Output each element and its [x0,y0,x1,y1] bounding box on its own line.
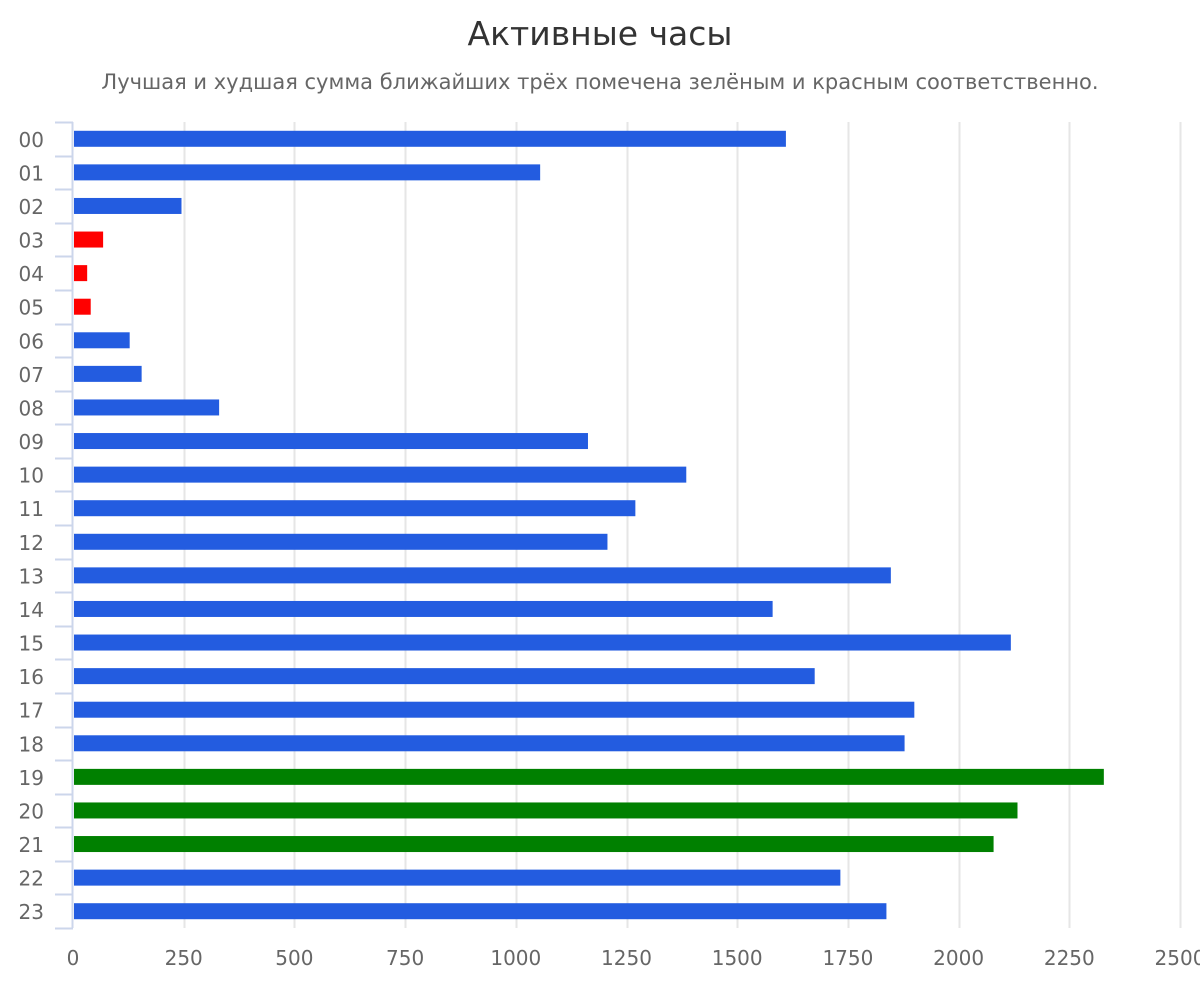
bar-07 [74,365,142,382]
x-tick-label-1250: 1250 [601,946,652,970]
bar-19 [74,768,1104,785]
x-tick-label-500: 500 [275,946,313,970]
bar-09 [74,433,588,450]
bar-00 [74,130,786,147]
y-tick-label-11: 11 [19,497,44,521]
grid-lines [183,122,1182,928]
x-tick-label-1750: 1750 [822,946,873,970]
bar-03 [74,231,104,248]
y-tick-label-13: 13 [19,564,44,588]
bar-11 [74,500,636,517]
x-tick-label-2000: 2000 [933,946,984,970]
chart-title: Активные часы [467,14,733,53]
x-tick-label-2500: 2500 [1155,946,1200,970]
y-tick-label-21: 21 [19,833,44,857]
y-tick-label-09: 09 [19,430,44,454]
y-tick-label-23: 23 [19,900,44,924]
y-tick-label-14: 14 [19,598,44,622]
y-tick-label-10: 10 [19,464,44,488]
bar-15 [74,634,1011,651]
y-tick-label-18: 18 [19,732,44,756]
bar-23 [74,903,887,920]
y-tick-label-04: 04 [19,262,44,286]
bar-06 [74,332,130,349]
y-tick-labels: 00 01 02 03 04 05 06 07 08 09 10 11 12 13 14 15 16 17 18 19… [19,128,44,924]
x-tick-label-2250: 2250 [1044,946,1095,970]
bar-05 [74,298,91,315]
y-tick-label-03: 03 [19,229,44,253]
x-tick-labels: 0 250 500 750 1000 1250 1500 1750 2000 2250 2500 [67,946,1200,970]
y-tick-label-06: 06 [19,329,44,353]
y-tick-label-19: 19 [19,766,44,790]
bar-12 [74,533,608,550]
y-tick-label-00: 00 [19,128,44,152]
bar-17 [74,701,915,718]
x-tick-label-1500: 1500 [712,946,763,970]
axes [55,121,74,930]
x-tick-label-1000: 1000 [490,946,541,970]
y-tick-label-07: 07 [19,363,44,387]
bar-02 [74,197,182,214]
x-tick-label-0: 0 [67,946,80,970]
bar-22 [74,869,841,886]
bar-10 [74,466,687,483]
y-tick-label-02: 02 [19,195,44,219]
bar-18 [74,735,905,752]
y-tick-label-12: 12 [19,531,44,555]
y-tick-label-01: 01 [19,161,44,185]
bar-01 [74,164,541,181]
y-tick-label-20: 20 [19,799,44,823]
bar-21 [74,836,994,853]
y-tick-label-08: 08 [19,396,44,420]
y-tick-label-05: 05 [19,296,44,320]
bar-16 [74,668,815,685]
bar-20 [74,802,1018,819]
x-tick-label-750: 750 [386,946,424,970]
x-tick-label-250: 250 [165,946,203,970]
bar-14 [74,600,773,617]
bar-08 [74,399,220,416]
bars [74,130,1104,920]
y-tick-label-17: 17 [19,699,44,723]
bar-04 [74,265,88,282]
chart-subtitle: Лучшая и худшая сумма ближайших трёх пом… [101,70,1099,94]
y-tick-label-22: 22 [19,867,44,891]
y-tick-label-16: 16 [19,665,44,689]
bar-13 [74,567,891,584]
y-tick-label-15: 15 [19,632,44,656]
